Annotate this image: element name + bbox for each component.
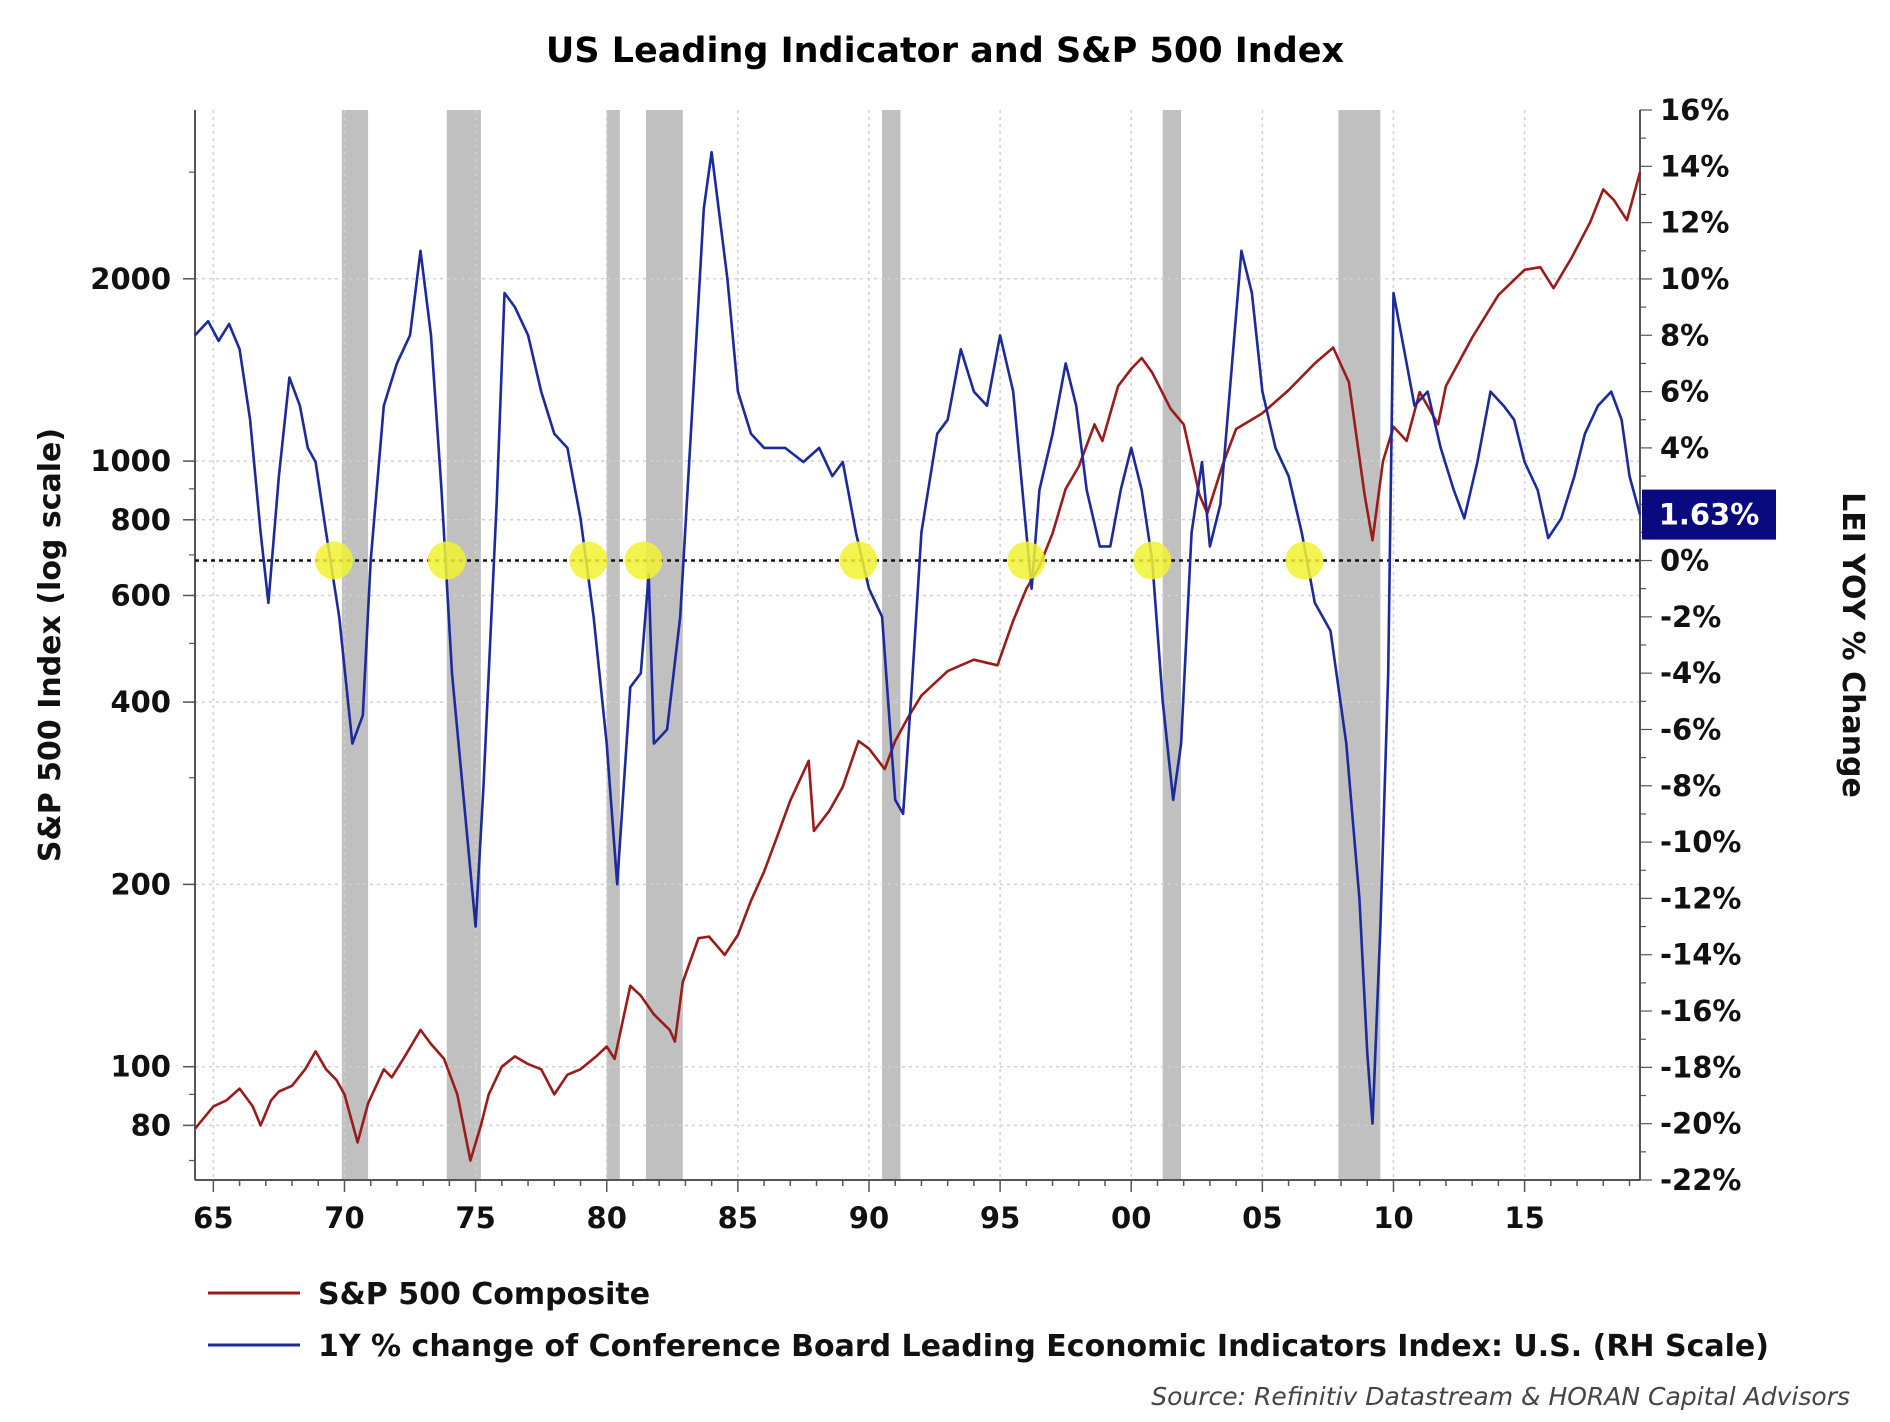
y-left-tick-label-1000: 1000 — [90, 444, 171, 478]
recession-band-6 — [1338, 110, 1381, 1180]
sp500-line — [193, 171, 1642, 1162]
y-left-tick-label-600: 600 — [110, 578, 171, 612]
grid-lines — [195, 110, 1640, 1180]
y-left-tick-label-2000: 2000 — [90, 262, 171, 296]
recession-band-2 — [606, 110, 620, 1180]
zero-crossing-marker-5 — [1007, 541, 1046, 580]
y-left-axis-label: S&P 500 Index (log scale) — [33, 428, 68, 862]
zero-crossing-marker-1 — [427, 541, 466, 580]
legend-label-lei: 1Y % change of Conference Board Leading … — [318, 1329, 1769, 1364]
y-right-tick-label--20%: -20% — [1660, 1107, 1741, 1141]
x-tick-label-10: 10 — [1373, 1201, 1413, 1235]
y-right-tick-label-0%: 0% — [1660, 544, 1709, 578]
x-tick-label-65: 65 — [193, 1201, 233, 1235]
legend-label-sp500: S&P 500 Composite — [318, 1277, 650, 1312]
y-right-tick-label-14%: 14% — [1660, 149, 1729, 183]
zero-crossing-marker-4 — [839, 541, 878, 580]
y-right-tick-label--16%: -16% — [1660, 994, 1741, 1028]
y-left-tick-label-200: 200 — [110, 867, 171, 901]
y-right-tick-label--10%: -10% — [1660, 825, 1741, 859]
y-right-tick-label-12%: 12% — [1660, 206, 1729, 240]
y-left-tick-label-80: 80 — [131, 1108, 171, 1142]
zero-crossing-marker-0 — [314, 541, 353, 580]
y-right-tick-label-6%: 6% — [1660, 375, 1709, 409]
y-right-tick-label--22%: -22% — [1660, 1163, 1741, 1197]
y-right-tick-label-8%: 8% — [1660, 318, 1709, 352]
y-left-tick-label-100: 100 — [110, 1050, 171, 1084]
x-tick-label-85: 85 — [718, 1201, 758, 1235]
y-right-tick-label--6%: -6% — [1660, 712, 1721, 746]
series-layer — [193, 150, 1642, 1162]
x-tick-label-15: 15 — [1504, 1201, 1544, 1235]
x-tick-label-00: 00 — [1111, 1201, 1151, 1235]
last-value-badge-text: 1.63% — [1659, 498, 1760, 532]
axes: 65 70 75 80 85 90 95 00 05 10 15 80 100 200 400 600 800 1… — [90, 93, 1741, 1235]
lei-line — [194, 150, 1642, 1125]
y-left-tick-label-400: 400 — [110, 685, 171, 719]
recession-band-5 — [1162, 110, 1182, 1180]
y-right-tick-label--8%: -8% — [1660, 769, 1721, 803]
y-right-tick-label-4%: 4% — [1660, 431, 1709, 465]
zero-crossing-marker-6 — [1133, 541, 1172, 580]
y-right-tick-label--2%: -2% — [1660, 600, 1721, 634]
x-tick-label-70: 70 — [324, 1201, 364, 1235]
recession-band-0 — [341, 110, 369, 1180]
x-tick-label-95: 95 — [980, 1201, 1020, 1235]
x-tick-label-80: 80 — [587, 1201, 627, 1235]
y-right-tick-label--4%: -4% — [1660, 656, 1721, 690]
chart-title: US Leading Indicator and S&P 500 Index — [546, 31, 1345, 71]
y-right-tick-label-10%: 10% — [1660, 262, 1729, 296]
legend: S&P 500 Composite 1Y % change of Confere… — [208, 1277, 1769, 1364]
recession-band-4 — [882, 110, 901, 1180]
recession-bands — [341, 110, 1381, 1180]
zero-crossing-marker-3 — [624, 541, 663, 580]
last-value-badge-box — [1642, 489, 1776, 540]
source-note: Source: Refinitiv Datastream & HORAN Cap… — [1151, 1382, 1850, 1411]
y-right-axis-label: LEI YOY % Change — [1835, 492, 1870, 798]
x-tick-label-75: 75 — [455, 1201, 495, 1235]
zero-crossing-markers — [314, 541, 1324, 580]
y-left-tick-label-800: 800 — [110, 503, 171, 537]
y-right-tick-label-16%: 16% — [1660, 93, 1729, 127]
x-tick-label-05: 05 — [1242, 1201, 1282, 1235]
y-right-tick-label--12%: -12% — [1660, 881, 1741, 915]
x-tick-label-90: 90 — [849, 1201, 889, 1235]
zero-crossing-marker-2 — [569, 541, 608, 580]
last-value-badge: 1.63% — [1642, 489, 1776, 540]
y-right-tick-label--18%: -18% — [1660, 1050, 1741, 1084]
zero-crossing-marker-7 — [1285, 541, 1324, 580]
y-right-tick-label--14%: -14% — [1660, 938, 1741, 972]
